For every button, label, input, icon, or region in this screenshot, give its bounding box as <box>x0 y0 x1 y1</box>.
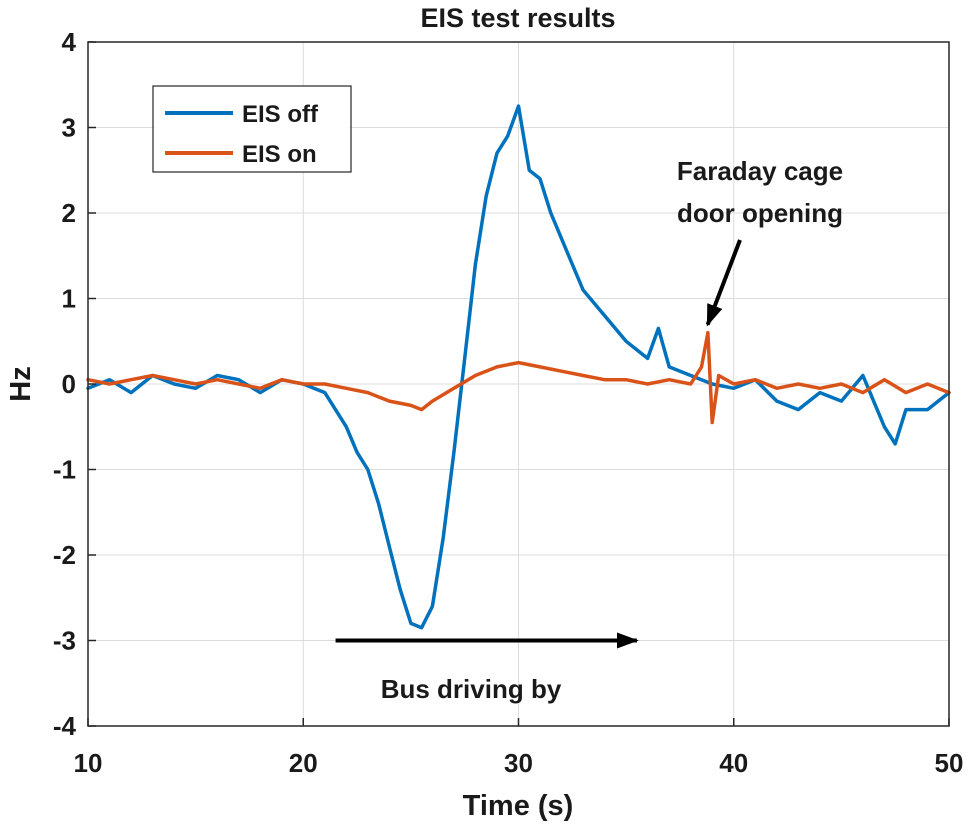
y-tick-label: 4 <box>62 27 77 57</box>
series-line-eis-on <box>86 330 951 425</box>
legend-label: EIS off <box>242 101 319 128</box>
series-layer <box>86 104 951 630</box>
legend-label: EIS on <box>242 141 317 168</box>
x-tick-label: 10 <box>74 748 103 778</box>
y-axis-ticks: -4 -3 -2 -1 0 1 2 3 4 <box>53 27 96 741</box>
y-tick-label: -4 <box>53 711 77 741</box>
annotation-faraday-line: Faraday cage <box>677 156 843 186</box>
annotation-faraday-line: door opening <box>677 198 843 228</box>
x-tick-label: 30 <box>504 748 533 778</box>
chart-title: EIS test results <box>420 3 615 33</box>
annotations: Faraday cage door opening Bus driving by <box>335 156 843 704</box>
legend-box <box>152 85 352 173</box>
y-tick-label: -2 <box>53 540 76 570</box>
legend: EIS off EIS on <box>152 85 352 173</box>
y-tick-label: 0 <box>62 369 76 399</box>
annotation-bus-text: Bus driving by <box>381 674 562 704</box>
y-tick-label: 1 <box>62 284 76 314</box>
y-tick-label: -1 <box>53 455 76 485</box>
x-tick-label: 20 <box>289 748 318 778</box>
x-tick-label: 40 <box>719 748 748 778</box>
y-tick-label: 2 <box>62 198 76 228</box>
x-tick-label: 50 <box>935 748 964 778</box>
x-axis-ticks: 10 20 30 40 50 <box>74 718 964 778</box>
annotation-faraday-arrow <box>705 239 742 327</box>
y-tick-label: 3 <box>62 113 76 143</box>
x-axis-label: Time (s) <box>463 790 574 822</box>
y-tick-label: -3 <box>53 626 76 656</box>
y-axis-label: Hz <box>5 366 37 401</box>
